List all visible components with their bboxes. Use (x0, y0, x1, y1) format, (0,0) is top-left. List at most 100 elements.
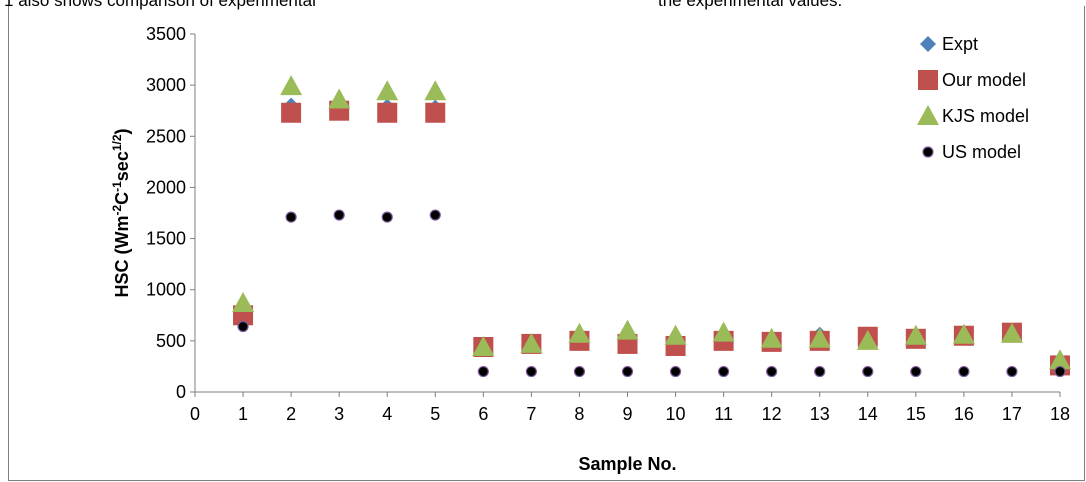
legend-label: Our model (942, 70, 1026, 90)
legend-label: Expt (942, 34, 978, 54)
legend-label: US model (942, 142, 1021, 162)
y-tick-labels: 0 500 1000 1500 2000 2500 3000 3500 (146, 24, 186, 402)
data-point (425, 102, 446, 123)
x-tick-label: 6 (478, 404, 488, 424)
data-point (814, 365, 826, 378)
cut-off-body-text-right: the experimental values. (658, 0, 843, 10)
data-point (477, 365, 489, 378)
y-tick-label: 3000 (146, 75, 186, 95)
x-tick-label: 12 (762, 404, 782, 424)
data-point (232, 292, 255, 313)
x-axis-title: Sample No. (578, 454, 676, 474)
data-point (664, 324, 687, 345)
y-axis-title: HSC (Wm-2C-1sec1/2) (110, 128, 132, 297)
y-axis-title-sup1: -2 (110, 205, 124, 216)
data-point (237, 320, 249, 333)
data-point (718, 365, 730, 378)
axes (190, 33, 1061, 397)
legend-item: Our model (918, 70, 1026, 90)
data-point (1006, 365, 1018, 378)
data-point (424, 80, 447, 101)
data-point (1054, 365, 1066, 378)
legend-marker (917, 105, 939, 125)
y-tick-label: 1000 (146, 280, 186, 300)
data-point (952, 323, 975, 344)
data-point (760, 327, 783, 348)
legend-marker (922, 146, 934, 158)
x-tick-label: 5 (430, 404, 440, 424)
data-point (766, 365, 778, 378)
data-point (568, 322, 591, 343)
legend-item: US model (922, 142, 1021, 162)
x-tick-label: 14 (858, 404, 878, 424)
x-tick-label: 18 (1050, 404, 1070, 424)
data-point (621, 365, 634, 378)
data-point (376, 80, 399, 101)
data-point (669, 365, 682, 378)
x-tick-label: 4 (382, 404, 392, 424)
x-tick-label: 9 (622, 404, 632, 424)
data-point (381, 211, 393, 223)
x-tick-label: 3 (334, 404, 344, 424)
data-point (616, 319, 639, 340)
x-tick-label: 8 (574, 404, 584, 424)
data-point (904, 324, 927, 345)
x-tick-labels: 0 1 2 3 4 5 6 7 8 9 10 11 12 13 14 15 16 17 18 (190, 404, 1070, 424)
data-point (377, 102, 398, 123)
chart-frame (8, 6, 1085, 481)
x-tick-label: 13 (810, 404, 830, 424)
x-tick-label: 15 (906, 404, 926, 424)
x-tick-label: 16 (954, 404, 974, 424)
cut-off-number: 1 (4, 0, 14, 10)
x-tick-label: 2 (286, 404, 296, 424)
x-tick-label: 0 (190, 404, 200, 424)
x-tick-label: 10 (666, 404, 686, 424)
y-tick-label: 2000 (146, 177, 186, 197)
data-point (280, 75, 303, 96)
data-point (910, 365, 922, 378)
data-point (333, 209, 345, 221)
data-point (525, 365, 537, 378)
data-point (1000, 322, 1023, 343)
legend-marker (918, 70, 938, 90)
y-axis-title-sup2: -1 (110, 181, 124, 192)
data-point (712, 321, 735, 342)
x-tick-label: 11 (714, 404, 733, 424)
x-tick-label: 7 (526, 404, 536, 424)
y-axis-title-sup3: 1/2 (110, 134, 124, 151)
legend-marker (920, 36, 936, 52)
y-tick-label: 500 (156, 331, 186, 351)
series-kjs-model (232, 75, 1071, 370)
data-point (856, 329, 879, 350)
legend: Expt Our model KJS model US model (917, 34, 1029, 162)
series-expt (235, 97, 1068, 372)
y-tick-label: 3500 (146, 24, 186, 44)
cut-off-body-text-left: 1 also shows comparison of experimental (4, 0, 316, 11)
y-axis-title-mid1: C (112, 192, 132, 205)
data-point (472, 335, 495, 356)
data-point (429, 209, 441, 221)
y-axis-title-end: ) (112, 128, 132, 134)
y-tick-label: 0 (176, 382, 186, 402)
data-point (958, 365, 970, 378)
legend-item: KJS model (917, 105, 1029, 126)
y-axis-title-base: HSC (Wm (112, 216, 132, 298)
data-point (520, 332, 543, 353)
data-point (862, 365, 874, 378)
x-tick-label: 17 (1002, 404, 1022, 424)
legend-item: Expt (920, 34, 978, 54)
data-point (328, 88, 351, 109)
series-us-model (237, 209, 1066, 378)
data-point (573, 365, 586, 378)
x-tick-label: 1 (238, 404, 248, 424)
y-tick-label: 1500 (146, 229, 186, 249)
legend-label: KJS model (942, 106, 1029, 126)
cut-off-text-left: also shows comparison of experimental (18, 0, 316, 10)
data-point (285, 211, 297, 223)
data-point (281, 102, 302, 123)
y-tick-label: 2500 (146, 126, 186, 146)
data-point (1049, 349, 1071, 370)
data-point (808, 327, 831, 348)
data-marks (232, 75, 1071, 378)
